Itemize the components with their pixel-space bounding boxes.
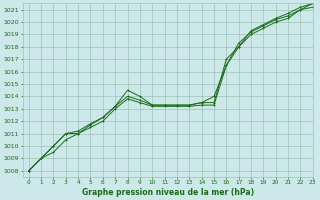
X-axis label: Graphe pression niveau de la mer (hPa): Graphe pression niveau de la mer (hPa) [82, 188, 254, 197]
